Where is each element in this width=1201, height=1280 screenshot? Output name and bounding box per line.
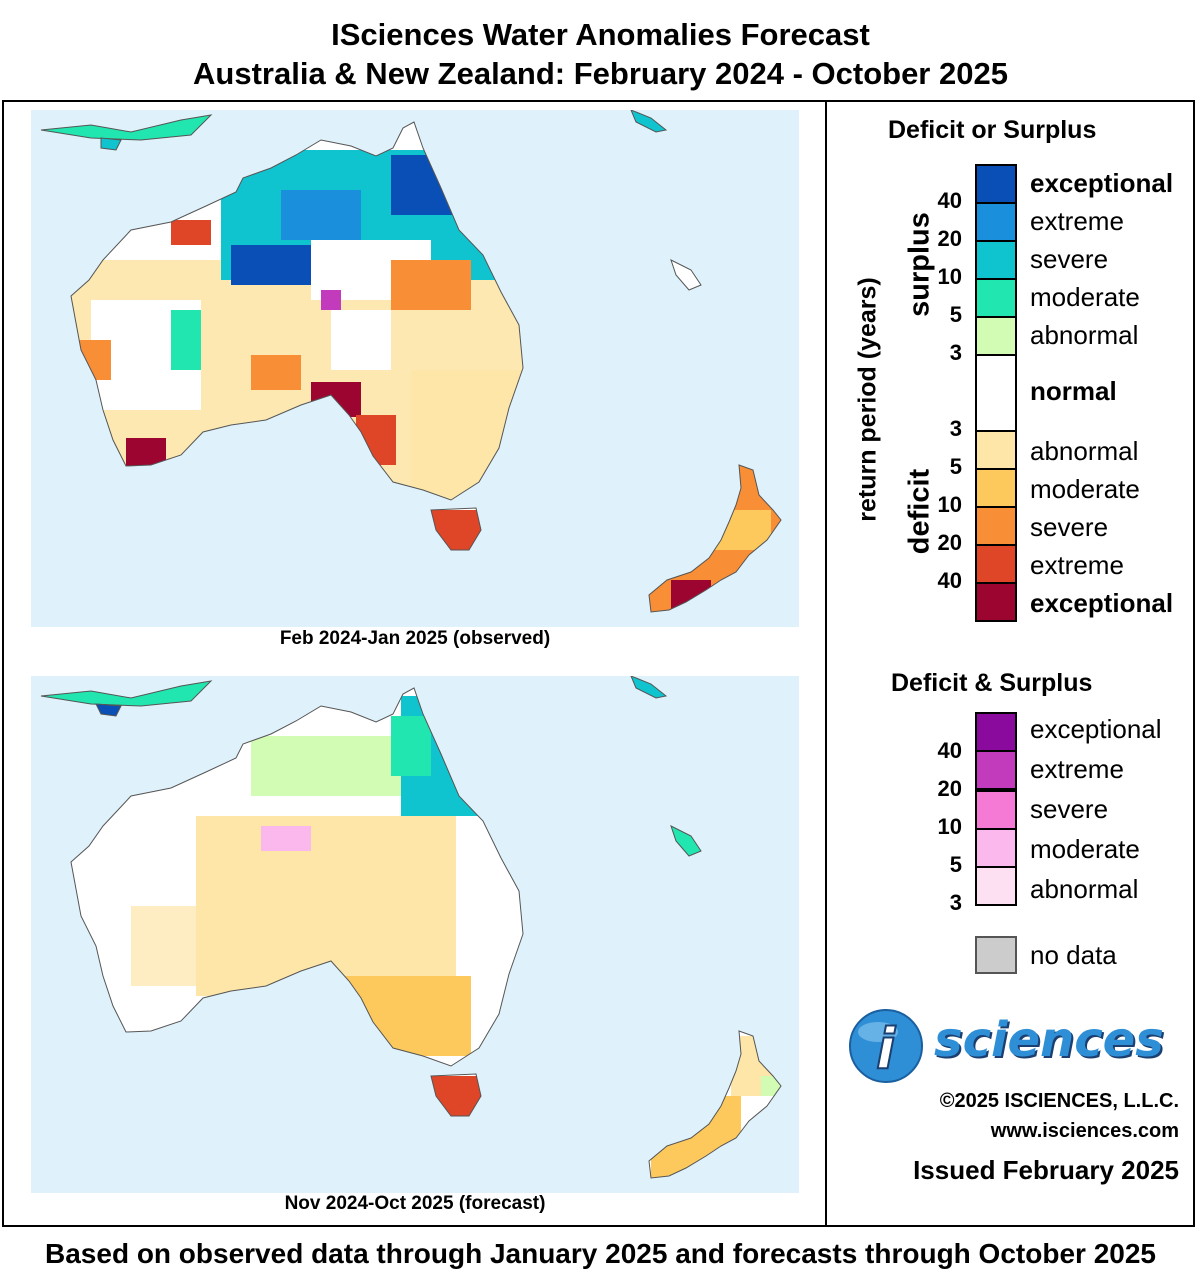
swatch-surplus-exceptional xyxy=(975,164,1017,204)
swatch-normal xyxy=(975,354,1017,432)
swatch-deficit-moderate xyxy=(975,468,1017,508)
swatch-no-data xyxy=(975,936,1017,974)
label-both-abnormal: abnormal xyxy=(1030,874,1139,904)
observed-map-caption: Feb 2024-Jan 2025 (observed) xyxy=(279,628,551,649)
label-deficit-severe: severe xyxy=(1030,512,1109,542)
tick-surplus-3: 3 xyxy=(949,340,962,365)
swatch-deficit-exceptional xyxy=(975,582,1017,622)
issued-date: Issued February 2025 xyxy=(913,1155,1179,1185)
tick-deficit-20: 20 xyxy=(937,530,962,555)
title-line-1: ISciences Water Anomalies Forecast xyxy=(331,17,870,52)
swatch-both-severe xyxy=(975,790,1017,830)
label-deficit-abnormal: abnormal xyxy=(1030,436,1139,466)
copyright: ©2025 ISCIENCES, L.L.C. xyxy=(939,1090,1179,1112)
swatch-both-extreme xyxy=(975,750,1017,790)
tick-both-5: 5 xyxy=(949,852,962,877)
label-both-moderate: moderate xyxy=(1030,834,1140,864)
label-both-severe: severe xyxy=(1030,794,1109,824)
panel-divider xyxy=(825,100,827,1227)
swatch-surplus-severe xyxy=(975,240,1017,280)
title-line-2: Australia & New Zealand: February 2024 -… xyxy=(193,56,1008,91)
swatch-both-moderate xyxy=(975,828,1017,868)
label-deficit-exceptional: exceptional xyxy=(1030,588,1174,618)
logo-wordmark: sciences xyxy=(934,1012,1164,1068)
tick-deficit-10: 10 xyxy=(937,492,962,517)
tick-deficit-5: 5 xyxy=(949,454,962,479)
label-normal: normal xyxy=(1030,376,1117,406)
legend-title-deficit-or-surplus: Deficit or Surplus xyxy=(888,116,1097,144)
tick-deficit-40: 40 xyxy=(937,568,962,593)
label-deficit-moderate: moderate xyxy=(1030,474,1140,504)
forecast-map-caption: Nov 2024-Oct 2025 (forecast) xyxy=(284,1193,546,1214)
tick-surplus-10: 10 xyxy=(937,264,962,289)
label-surplus-moderate: moderate xyxy=(1030,282,1140,312)
swatch-both-abnormal xyxy=(975,866,1017,906)
label-surplus-abnormal: abnormal xyxy=(1030,320,1139,350)
swatch-surplus-abnormal xyxy=(975,316,1017,356)
tick-both-20: 20 xyxy=(937,776,962,801)
label-surplus-extreme: extreme xyxy=(1030,206,1124,236)
legend-title-deficit-and-surplus: Deficit & Surplus xyxy=(891,669,1093,697)
tick-surplus-5: 5 xyxy=(949,302,962,327)
swatch-deficit-extreme xyxy=(975,544,1017,584)
svg-text:i: i xyxy=(876,1017,896,1082)
forecast-anomaly-map xyxy=(31,676,799,1193)
tick-both-10: 10 xyxy=(937,814,962,839)
label-no-data: no data xyxy=(1030,940,1117,970)
swatch-deficit-severe xyxy=(975,506,1017,546)
label-surplus-severe: severe xyxy=(1030,244,1109,274)
swatch-deficit-abnormal xyxy=(975,430,1017,470)
return-period-axis-label: return period (years) xyxy=(853,277,882,522)
isciences-logo: i sciences xyxy=(848,1006,1183,1086)
tick-surplus-20: 20 xyxy=(937,226,962,251)
swatch-surplus-extreme xyxy=(975,202,1017,242)
swatch-both-exceptional xyxy=(975,712,1017,752)
label-surplus-exceptional: exceptional xyxy=(1030,168,1174,198)
label-both-extreme: extreme xyxy=(1030,754,1124,784)
website: www.isciences.com xyxy=(990,1120,1179,1142)
tick-surplus-40: 40 xyxy=(937,188,962,213)
swatch-surplus-moderate xyxy=(975,278,1017,318)
label-deficit-extreme: extreme xyxy=(1030,550,1124,580)
tick-deficit-3: 3 xyxy=(949,416,962,441)
footer-note: Based on observed data through January 2… xyxy=(45,1238,1156,1269)
figure-frame xyxy=(2,100,1195,1227)
tick-both-40: 40 xyxy=(937,738,962,763)
tick-both-3: 3 xyxy=(949,890,962,915)
observed-anomaly-map xyxy=(31,110,799,627)
label-both-exceptional: exceptional xyxy=(1030,714,1162,744)
